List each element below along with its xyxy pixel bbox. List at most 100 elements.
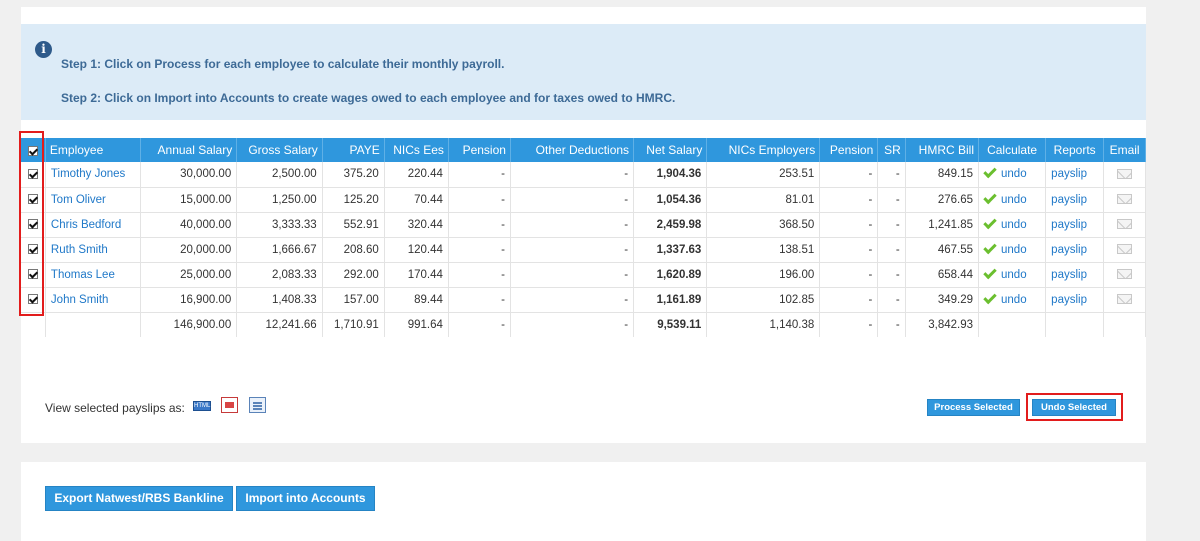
pension-cell: - [448, 262, 511, 288]
undo-link[interactable]: undo [1001, 243, 1027, 256]
row-checkbox[interactable] [27, 169, 38, 180]
employee-link[interactable]: Timothy Jones [50, 168, 126, 181]
mail-icon[interactable] [1117, 269, 1133, 280]
html-format-icon[interactable]: HTML [193, 401, 211, 411]
row-select-cell [21, 237, 46, 263]
email-cell [1103, 162, 1146, 188]
mail-icon[interactable] [1117, 219, 1133, 230]
check-icon [983, 215, 997, 229]
employee-name-cell: Tom Oliver [45, 187, 141, 213]
employee-link[interactable]: Thomas Lee [50, 268, 115, 281]
payslip-link[interactable]: payslip [1051, 268, 1087, 281]
other-deductions-cell: - [510, 162, 635, 188]
payslip-link[interactable]: payslip [1051, 168, 1087, 181]
hmrc-bill-cell: 1,241.85 [905, 212, 980, 238]
pension-employer-cell: - [819, 162, 879, 188]
paye-cell: 157.00 [322, 287, 385, 313]
hmrc-bill-cell: 658.44 [905, 262, 980, 288]
gross-salary-cell: 1,666.67 [236, 237, 323, 263]
row-checkbox[interactable] [27, 244, 38, 255]
total-nics-ees: 991.64 [384, 312, 449, 337]
other-deductions-cell: - [510, 262, 635, 288]
email-cell [1103, 287, 1146, 313]
employee-name-cell: Thomas Lee [45, 262, 141, 288]
annual-salary-cell: 20,000.00 [140, 237, 238, 263]
check-icon [983, 240, 997, 254]
payslip-link[interactable]: payslip [1051, 193, 1087, 206]
payslip-link[interactable]: payslip [1051, 293, 1087, 306]
pension-employer-cell: - [819, 262, 879, 288]
import-accounts-button[interactable]: Import into Accounts [236, 486, 375, 511]
mail-icon[interactable] [1117, 194, 1133, 205]
col-nics-ees[interactable]: NICs Ees [384, 138, 449, 162]
reports-cell: payslip [1045, 187, 1105, 213]
employee-link[interactable]: Ruth Smith [50, 243, 108, 256]
pdf-format-icon[interactable] [221, 397, 238, 413]
col-sr[interactable]: SR [877, 138, 906, 162]
annual-salary-cell: 30,000.00 [140, 162, 238, 188]
reports-cell: payslip [1045, 237, 1105, 263]
export-bankline-button[interactable]: Export Natwest/RBS Bankline [45, 486, 233, 511]
employee-link[interactable]: Chris Bedford [50, 218, 122, 231]
sr-cell: - [877, 212, 906, 238]
employee-link[interactable]: Tom Oliver [50, 193, 106, 206]
select-all-cell [21, 138, 46, 162]
payslip-link[interactable]: payslip [1051, 243, 1087, 256]
employee-name-cell: John Smith [45, 287, 141, 313]
hmrc-bill-cell: 849.15 [905, 162, 980, 188]
net-salary-cell: 1,904.36 [633, 162, 708, 188]
undo-link[interactable]: undo [1001, 218, 1027, 231]
pension-employer-cell: - [819, 287, 879, 313]
calculate-cell: undo [978, 262, 1047, 288]
undo-link[interactable]: undo [1001, 293, 1027, 306]
undo-link[interactable]: undo [1001, 193, 1027, 206]
employee-link[interactable]: John Smith [50, 293, 109, 306]
col-paye[interactable]: PAYE [322, 138, 385, 162]
row-checkbox[interactable] [27, 219, 38, 230]
totals-blank [978, 312, 1047, 337]
document-format-icon[interactable] [249, 397, 266, 413]
undo-link[interactable]: undo [1001, 168, 1027, 181]
col-employee[interactable]: Employee [45, 138, 141, 162]
pension-employer-cell: - [819, 237, 879, 263]
total-gross-salary: 12,241.66 [236, 312, 323, 337]
annual-salary-cell: 15,000.00 [140, 187, 238, 213]
col-pension[interactable]: Pension [448, 138, 511, 162]
nics-ees-cell: 320.44 [384, 212, 449, 238]
col-pension-employer[interactable]: Pension [819, 138, 879, 162]
col-annual-salary[interactable]: Annual Salary [140, 138, 238, 162]
table-row: Thomas Lee 25,000.00 2,083.33 292.00 170.44-… [21, 262, 1146, 288]
col-nics-employers[interactable]: NICs Employers [706, 138, 821, 162]
calculate-cell: undo [978, 162, 1047, 188]
row-checkbox[interactable] [27, 294, 38, 305]
col-gross-salary[interactable]: Gross Salary [236, 138, 323, 162]
mail-icon[interactable] [1117, 294, 1133, 305]
undo-selected-button[interactable]: Undo Selected [1032, 399, 1116, 416]
row-checkbox[interactable] [27, 194, 38, 205]
select-all-checkbox[interactable] [27, 145, 38, 156]
calculate-cell: undo [978, 212, 1047, 238]
col-net-salary[interactable]: Net Salary [633, 138, 708, 162]
table-row: Tom Oliver 15,000.00 1,250.00 125.20 70.44- -… [21, 187, 1146, 213]
undo-link[interactable]: undo [1001, 268, 1027, 281]
payroll-table: Employee Annual Salary Gross Salary PAYE… [21, 138, 1146, 337]
payslip-link[interactable]: payslip [1051, 218, 1087, 231]
email-cell [1103, 237, 1146, 263]
nics-employers-cell: 196.00 [706, 262, 821, 288]
mail-icon[interactable] [1117, 169, 1133, 180]
hmrc-bill-cell: 467.55 [905, 237, 980, 263]
table-row: Chris Bedford 40,000.00 3,333.33 552.91 320.… [21, 212, 1146, 238]
net-salary-cell: 1,161.89 [633, 287, 708, 313]
row-checkbox[interactable] [27, 269, 38, 280]
calculate-cell: undo [978, 187, 1047, 213]
col-other-deductions[interactable]: Other Deductions [510, 138, 635, 162]
process-selected-button[interactable]: Process Selected [927, 399, 1020, 416]
col-hmrc-bill[interactable]: HMRC Bill [905, 138, 980, 162]
mail-icon[interactable] [1117, 244, 1133, 255]
annual-salary-cell: 25,000.00 [140, 262, 238, 288]
totals-blank [45, 312, 141, 337]
undo-selected-highlight [1026, 393, 1123, 421]
totals-blank [1103, 312, 1146, 337]
info-box: i Step 1: Click on Process for each empl… [21, 24, 1146, 120]
table-row: Timothy Jones 30,000.00 2,500.00 375.20 220.… [21, 162, 1146, 188]
